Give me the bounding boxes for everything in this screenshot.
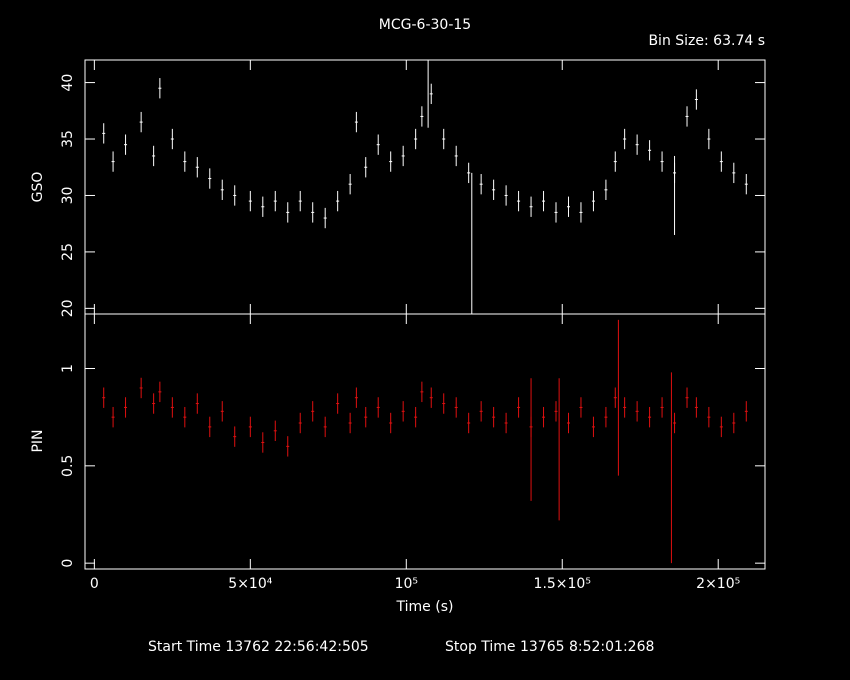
top-ylabel: GSO <box>30 172 46 203</box>
top-ytick-label: 30 <box>60 187 76 205</box>
top-ytick-label: 40 <box>60 74 76 92</box>
top-ytick-label: 20 <box>60 299 76 317</box>
bottom-ylabel: PIN <box>30 429 46 452</box>
top-ticks: 20 25 30 35 40 <box>60 74 765 317</box>
bottom-data <box>102 319 748 564</box>
bottom-panel: PIN 00.51 <box>30 313 766 570</box>
top-ytick-label: 35 <box>60 130 76 148</box>
xtick-label: 1.5×10⁵ <box>534 576 591 592</box>
bottom-ticks: 00.51 <box>60 364 765 568</box>
top-data <box>102 60 748 314</box>
xtick-label: 5×10⁴ <box>228 576 272 592</box>
bottom-ytick-label: 0.5 <box>60 455 76 477</box>
bin-size-label: Bin Size: 63.74 s <box>648 33 765 49</box>
top-panel: GSO 20 25 30 35 40 <box>30 59 766 317</box>
xtick-label: 10⁵ <box>395 576 418 592</box>
top-ytick-label: 25 <box>60 243 76 261</box>
start-time: Start Time 13762 22:56:42:505 <box>148 639 369 655</box>
x-axis-label: Time (s) <box>396 599 454 615</box>
xtick-label: 0 <box>90 576 99 592</box>
stop-time: Stop Time 13765 8:52:01:268 <box>445 639 654 655</box>
bottom-ytick-label: 0 <box>60 559 76 568</box>
top-panel-frame <box>84 59 766 315</box>
x-ticks: 0 5×10⁴ 10⁵ 1.5×10⁵ 2×10⁵ <box>90 60 740 592</box>
bottom-panel-frame <box>84 313 766 570</box>
bottom-ytick-label: 1 <box>60 364 76 373</box>
xtick-label: 2×10⁵ <box>696 576 740 592</box>
chart-title: MCG-6-30-15 <box>379 17 471 33</box>
